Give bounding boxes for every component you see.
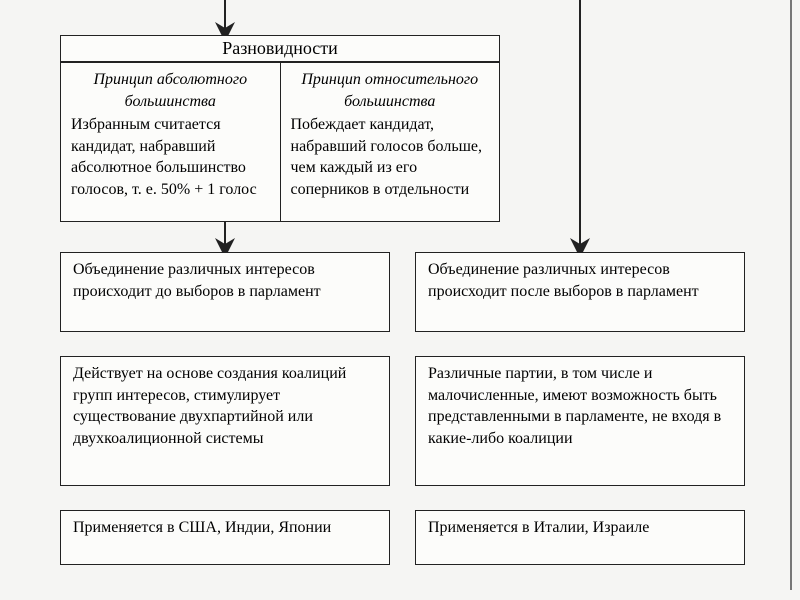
principle-relative-text: Побеждает кандидат, набравший голосов бо…	[291, 114, 490, 200]
row1-left: Объединение различных интересов происход…	[60, 252, 390, 332]
row1-left-text: Объединение различных интересов происход…	[73, 261, 321, 300]
principle-absolute-text: Избранным считается кандидат, набравший …	[71, 114, 270, 200]
row2-right-text: Различные партии, в том числе и малочисл…	[428, 365, 721, 447]
row2-right: Различные партии, в том числе и малочисл…	[415, 356, 745, 486]
varieties-header: Разновидности	[60, 35, 500, 62]
row1-right: Объединение различных интересов происход…	[415, 252, 745, 332]
principles-box: Принцип абсолютного большинства Избранны…	[60, 62, 500, 222]
row3-left: Применяется в США, Индии, Японии	[60, 510, 390, 565]
page-cut-edge	[790, 0, 792, 590]
row1-right-text: Объединение различных интересов происход…	[428, 261, 699, 300]
row2-left: Действует на основе создания коалиций гр…	[60, 356, 390, 486]
principle-absolute: Принцип абсолютного большинства Избранны…	[61, 63, 281, 221]
row2-left-text: Действует на основе создания коалиций гр…	[73, 365, 346, 447]
diagram-page: Разновидности Принцип абсолютного больши…	[0, 0, 800, 600]
principle-relative-title: Принцип относительного большинства	[291, 69, 490, 112]
principle-relative: Принцип относительного большинства Побеж…	[281, 63, 500, 221]
row3-right-text: Применяется в Италии, Израиле	[428, 519, 649, 536]
row3-left-text: Применяется в США, Индии, Японии	[73, 519, 331, 536]
row3-right: Применяется в Италии, Израиле	[415, 510, 745, 565]
varieties-header-text: Разновидности	[222, 38, 338, 58]
principle-absolute-title: Принцип абсолютного большинства	[71, 69, 270, 112]
